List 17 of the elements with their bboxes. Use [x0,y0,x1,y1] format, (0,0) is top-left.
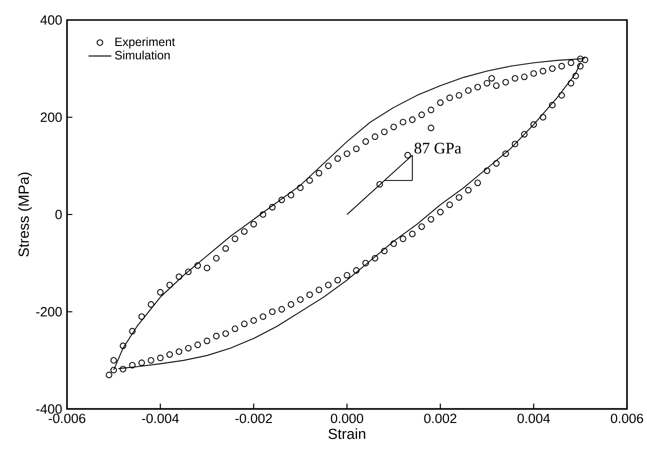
x-tick-label: 0.000 [330,414,364,424]
y-tick-label: -200 [36,307,62,316]
y-tick-label: 200 [40,112,62,122]
x-tick-label: -0.002 [235,414,272,424]
x-tick-label: -0.004 [142,414,179,424]
y-tick-label: 400 [40,15,62,25]
legend-label: Experiment [115,37,176,48]
y-axis-title: Stress (MPa) [18,172,32,257]
x-tick-label: 0.002 [424,414,456,424]
annotation: 87 GPa [414,142,462,154]
legend-label: Simulation [114,50,170,60]
x-tick-label: 0.006 [610,414,644,424]
x-axis-title: Strain [328,428,366,440]
x-tick-label: -0.006 [48,414,86,424]
x-tick-label: 0.004 [518,414,550,424]
y-tick-label: 0 [55,210,62,220]
y-tick-label: -400 [36,404,62,414]
